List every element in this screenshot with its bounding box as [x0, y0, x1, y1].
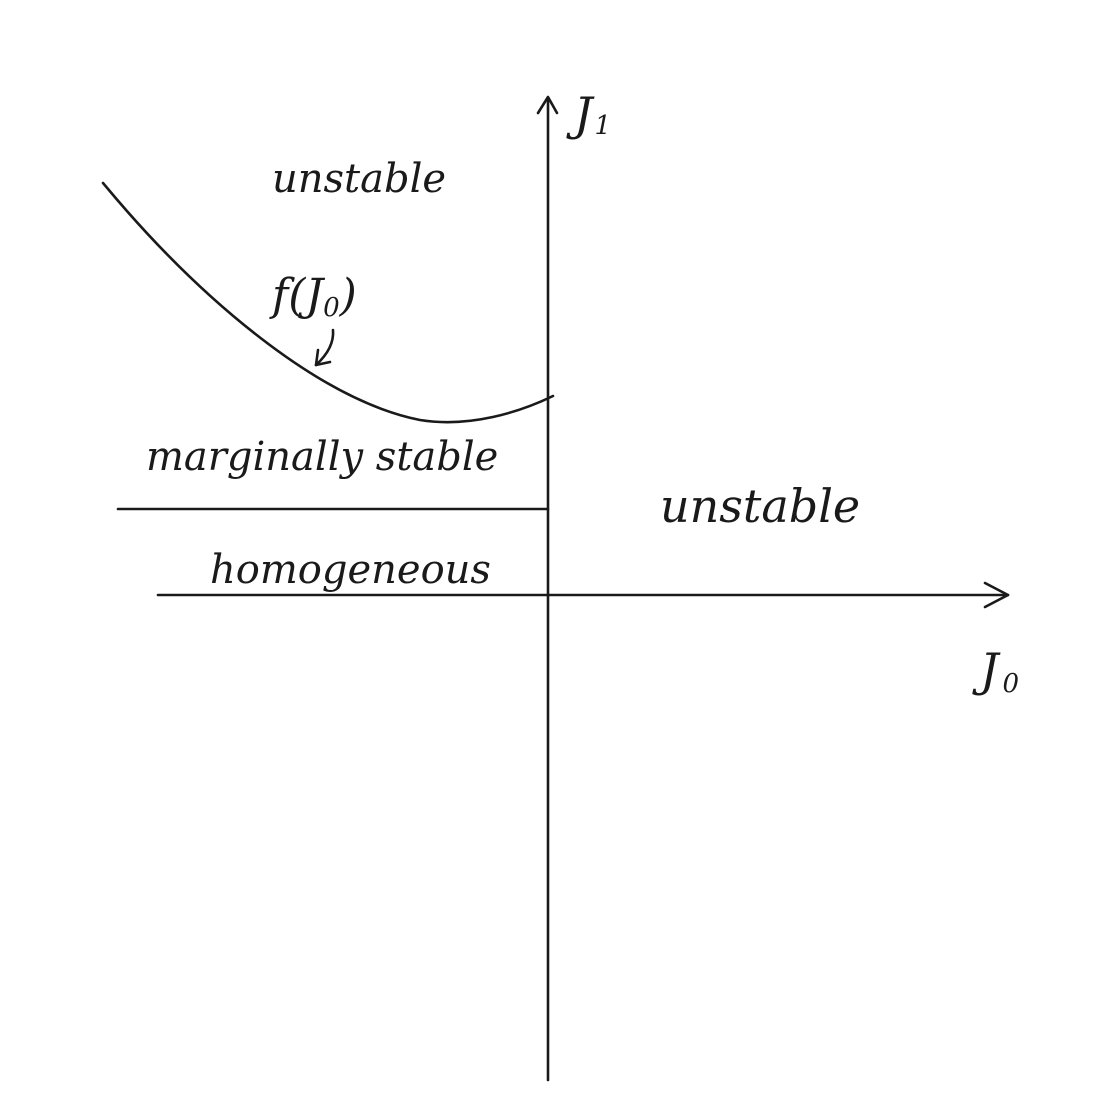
curve-pointer-arrowhead — [314, 348, 332, 367]
curve-pointer-arrow — [314, 328, 335, 367]
y-axis-arrowhead — [536, 95, 559, 115]
region-label-marginally-stable: marginally stable — [146, 434, 498, 480]
region-label-unstable-top: unstable — [272, 156, 446, 202]
region-label-unstable-right: unstable — [660, 479, 860, 533]
x-axis-arrowhead — [983, 581, 1010, 609]
y-axis-label: J1 — [566, 87, 611, 141]
curve-label: f(J0) — [269, 270, 357, 323]
region-label-homogeneous: homogeneous — [210, 547, 491, 593]
boundary-curve — [101, 181, 555, 424]
